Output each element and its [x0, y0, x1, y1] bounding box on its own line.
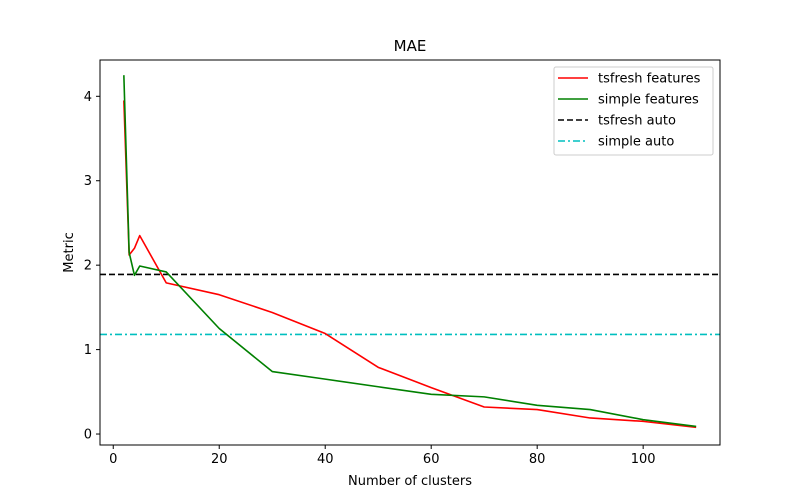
- x-axis: 0 20 40 60 80 100: [109, 445, 656, 467]
- axes-frame: [99, 59, 721, 446]
- x-tick-label: 60: [423, 452, 440, 467]
- legend-label: simple auto: [598, 135, 674, 150]
- x-tick-label: 20: [211, 452, 228, 467]
- y-axis: 0 1 2 3 4: [84, 90, 100, 443]
- x-tick-label: 0: [109, 452, 117, 467]
- legend-label: tsfresh features: [598, 72, 701, 87]
- y-tick-label: 1: [84, 343, 92, 358]
- series-line-tsfresh-features: [123, 100, 697, 429]
- series-line-simple-features: [123, 75, 697, 428]
- plot-area: [100, 75, 720, 429]
- legend-label: simple features: [598, 93, 699, 108]
- x-tick-label: 80: [529, 452, 546, 467]
- legend-label: tsfresh auto: [598, 114, 676, 129]
- x-tick-label: 100: [631, 452, 656, 467]
- y-tick-label: 4: [84, 90, 92, 105]
- chart-title: MAE: [394, 37, 427, 55]
- y-tick-label: 2: [84, 259, 92, 274]
- legend: tsfresh features simple features tsfresh a…: [553, 66, 714, 156]
- x-tick-label: 40: [317, 452, 334, 467]
- y-tick-label: 0: [84, 428, 92, 443]
- legend-box: [553, 66, 714, 156]
- x-axis-title: Number of clusters: [348, 474, 472, 489]
- y-tick-label: 3: [84, 174, 92, 189]
- y-axis-title: Metric: [62, 232, 77, 272]
